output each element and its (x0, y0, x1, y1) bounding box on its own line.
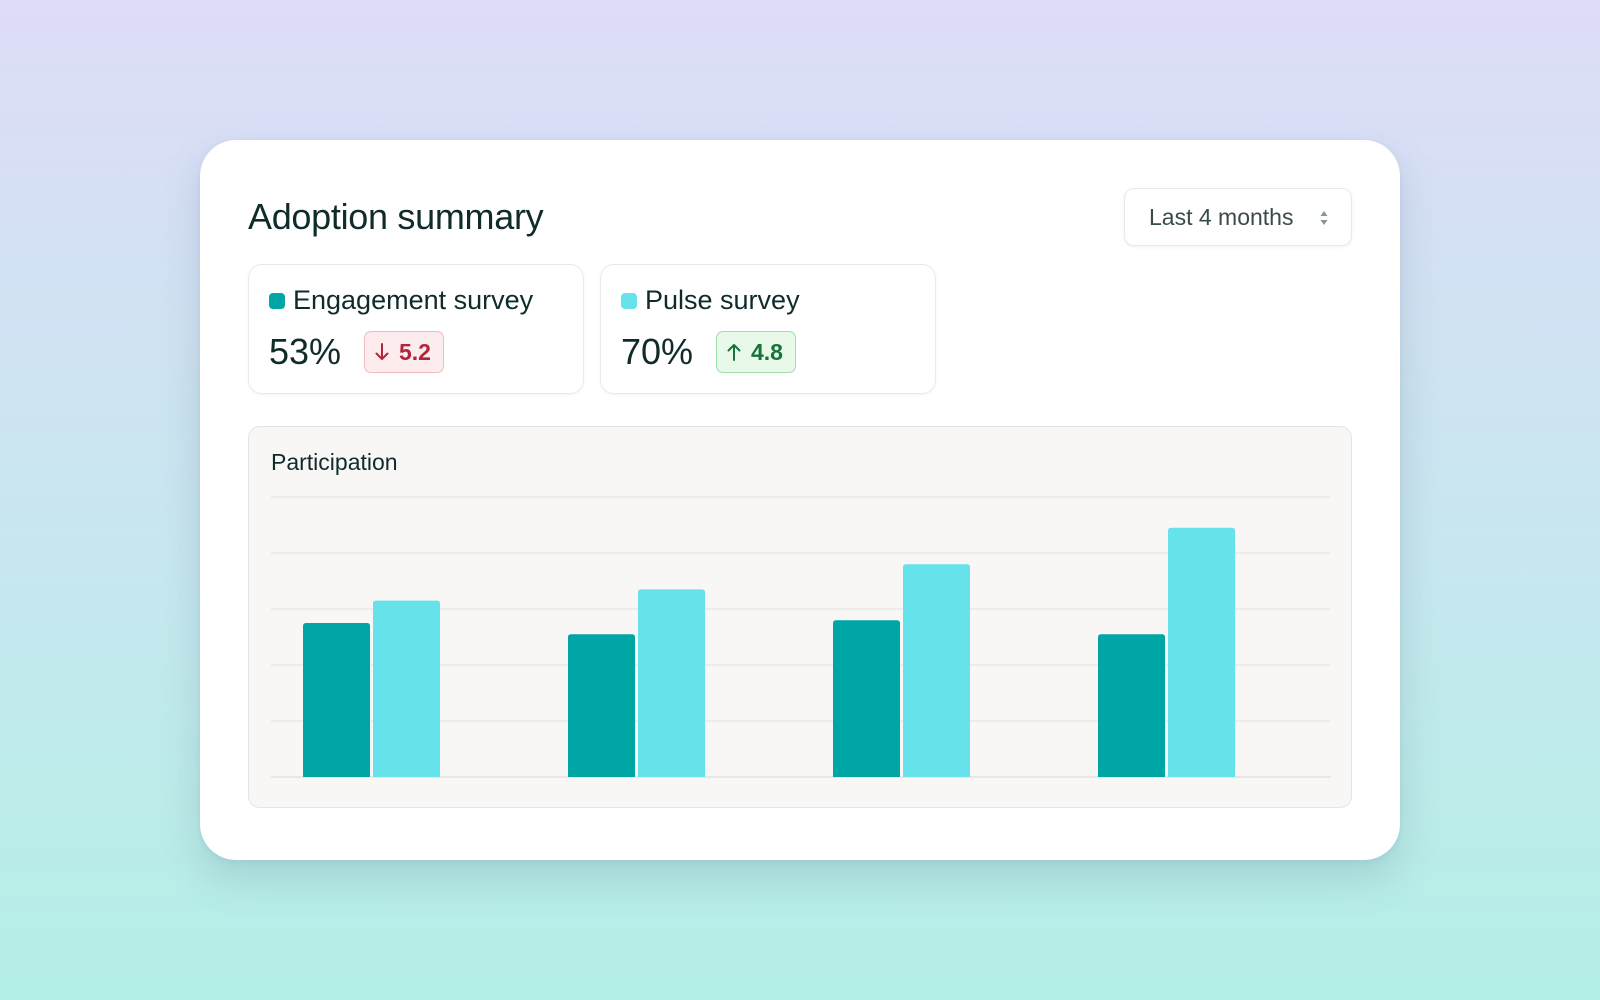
metric-card-pulse-survey: Pulse survey 70% 4.8 (600, 264, 936, 394)
trend-value: 5.2 (399, 338, 431, 365)
participation-chart-panel: Participation (248, 426, 1352, 808)
legend-swatch-pulse (621, 293, 637, 309)
metric-value: 70% (621, 331, 694, 372)
bar-engagement-survey-1 (303, 623, 370, 777)
trend-badge-up: 4.8 (716, 331, 796, 373)
bar-pulse-survey-4 (1168, 527, 1235, 777)
trend-value: 4.8 (751, 338, 783, 365)
legend-swatch-engagement (269, 293, 285, 309)
metric-name: Engagement survey (293, 285, 534, 315)
trend-badge-down: 5.2 (364, 331, 444, 373)
bar-pulse-survey-1 (373, 600, 440, 777)
adoption-summary-card: Adoption summary Last 4 months Engagemen… (200, 140, 1400, 860)
bar-engagement-survey-4 (1098, 634, 1165, 777)
bar-engagement-survey-3 (833, 620, 900, 777)
participation-bar-chart (271, 496, 1331, 778)
chart-title: Participation (271, 449, 398, 475)
bar-pulse-survey-2 (638, 589, 705, 777)
metric-value: 53% (269, 331, 342, 372)
arrow-up-icon (727, 344, 741, 361)
bar-pulse-survey-3 (903, 564, 970, 777)
date-range-value: Last 4 months (1149, 203, 1294, 230)
page-title: Adoption summary (248, 196, 544, 237)
date-range-select[interactable]: Last 4 months (1124, 188, 1352, 246)
metric-card-engagement-survey: Engagement survey 53% 5.2 (248, 264, 584, 394)
bar-engagement-survey-2 (568, 634, 635, 777)
sort-arrows-icon (1320, 211, 1328, 225)
arrow-down-icon (375, 343, 389, 360)
metric-name: Pulse survey (645, 285, 800, 315)
